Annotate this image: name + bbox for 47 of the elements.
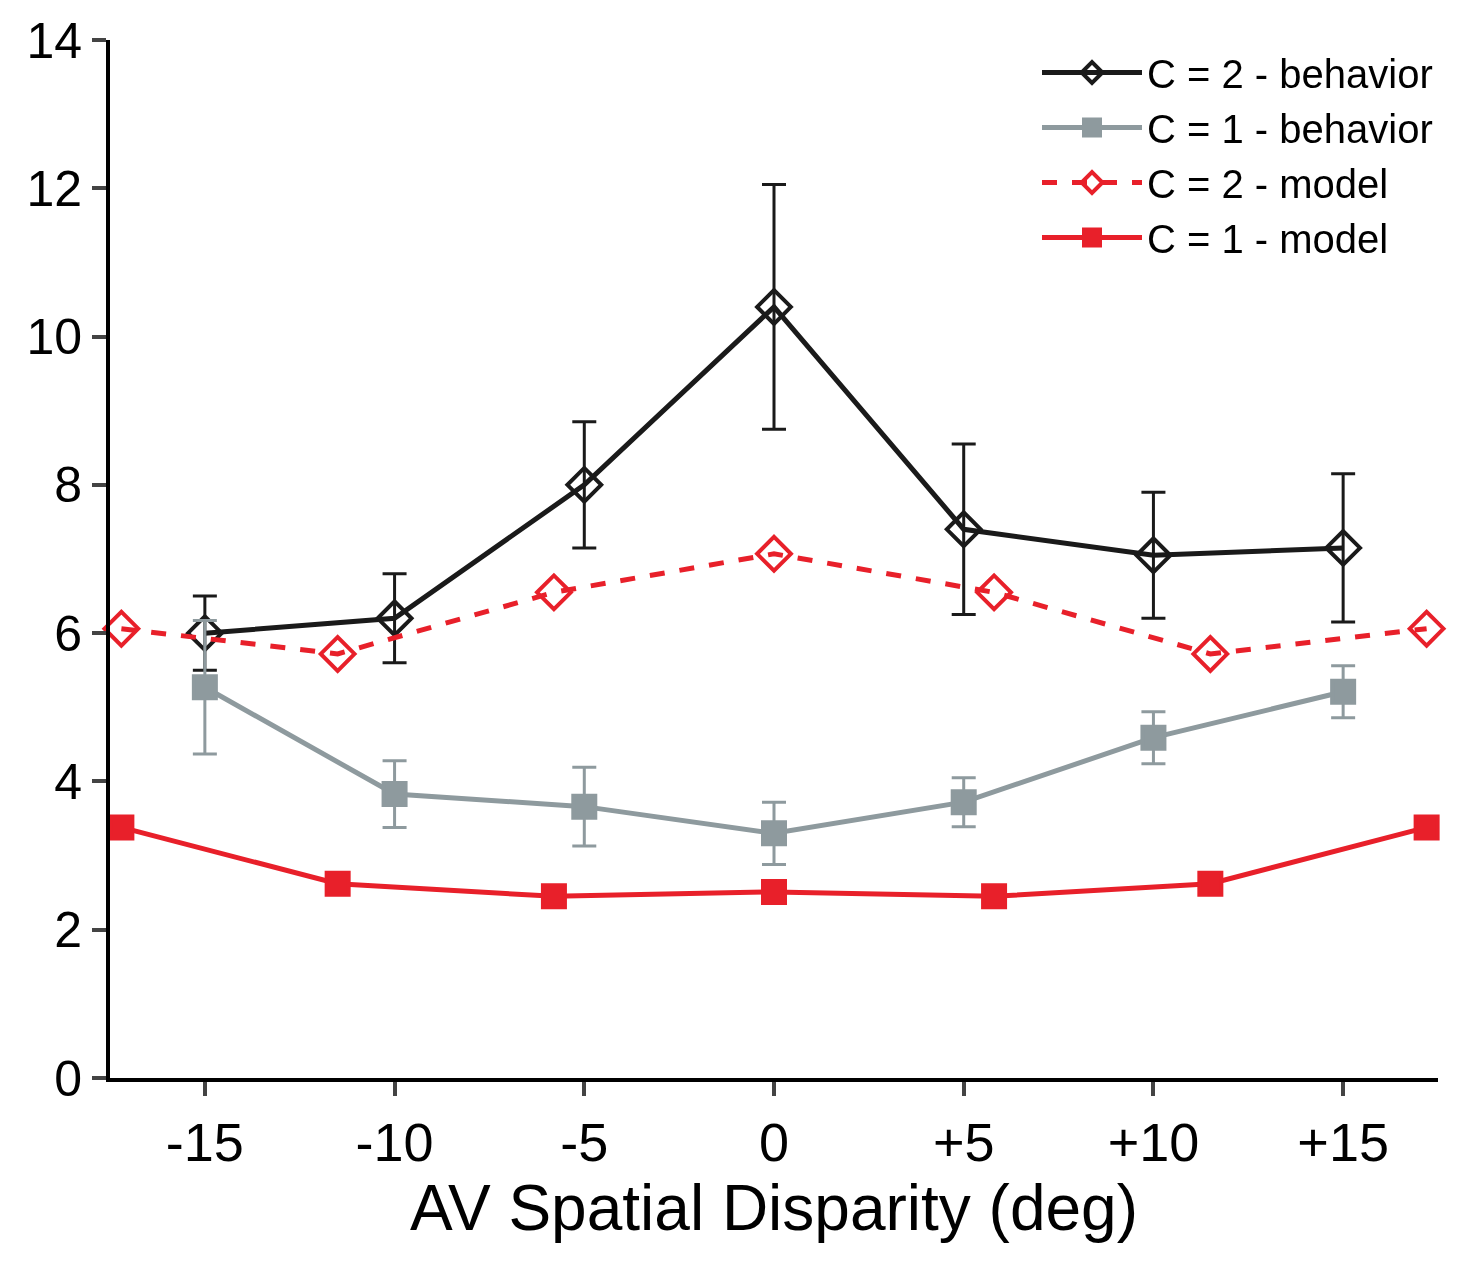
y-tick-label: 4 [54,753,82,810]
x-tick-label: +15 [1297,1111,1389,1172]
y-tick-label: 0 [54,1050,82,1107]
point [324,870,351,897]
point [975,573,1013,612]
point [375,599,414,638]
point [761,820,787,847]
point [1324,528,1363,567]
point [191,674,218,701]
y-tick-label: 12 [26,160,82,217]
point [755,534,793,573]
x-tick-label: 0 [758,1111,790,1172]
x-tick-label: -5 [560,1111,609,1172]
point [535,573,573,612]
x-tick-label: +5 [932,1111,995,1172]
point [318,635,357,673]
y-tick-label: 10 [26,309,82,366]
x-tick-label: +10 [1107,1111,1200,1172]
point [981,883,1008,910]
point [381,781,408,808]
point [1413,814,1440,841]
y-tick-label: 6 [54,605,82,662]
point [950,789,977,816]
x-tick-label: -15 [165,1111,244,1172]
point [1197,870,1224,897]
point [1407,609,1446,648]
point [540,883,567,910]
point [761,878,787,905]
point [1134,536,1173,575]
x-tick-label: -10 [355,1111,434,1172]
point [944,510,983,549]
legend-label: C = 2 - model [1147,162,1389,207]
x-axis-title: AV Spatial Disparity (deg) [410,1171,1138,1244]
point [1330,678,1357,705]
point [571,793,598,820]
y-tick-label: 2 [54,902,82,959]
point [1191,635,1230,673]
point [108,814,135,841]
legend-label: C = 1 - model [1147,217,1389,262]
point [102,609,141,648]
legend-label: C = 1 - behavior [1147,107,1433,152]
legend-label: C = 2 - behavior [1147,52,1433,97]
point [565,465,604,504]
point [1140,724,1167,751]
y-tick-label: 14 [26,12,82,69]
point [755,288,793,326]
y-tick-label: 8 [54,457,82,514]
